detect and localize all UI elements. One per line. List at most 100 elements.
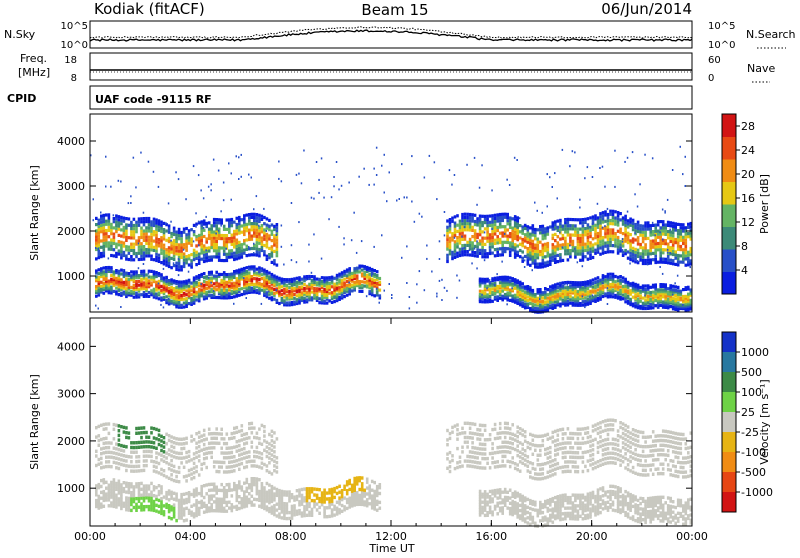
- velocity-cell: [210, 432, 213, 435]
- velocity-cell: [173, 479, 176, 482]
- power-cell: [193, 240, 195, 242]
- power-cell: [574, 249, 577, 252]
- power-cell: [180, 253, 183, 256]
- power-cell: [205, 216, 207, 218]
- power-cell: [143, 251, 146, 254]
- power-cell: [118, 225, 121, 228]
- power-cell: [511, 294, 514, 297]
- velocity-cell: [223, 489, 226, 492]
- power-cell: [243, 217, 246, 220]
- velocity-cell: [180, 502, 183, 505]
- power-cell: [521, 244, 524, 247]
- velocity-cell: [120, 425, 123, 428]
- power-cell: [376, 270, 379, 273]
- power-cell: [268, 219, 271, 222]
- power-cell: [276, 234, 278, 236]
- power-cell: [639, 227, 642, 230]
- power-cell: [504, 233, 506, 235]
- power-cell: [617, 230, 620, 233]
- power-cell: [228, 218, 231, 221]
- power-cell: [253, 213, 256, 216]
- power-cell: [210, 284, 213, 287]
- power-cell: [140, 227, 143, 230]
- power-cell: [594, 295, 597, 298]
- power-cell: [642, 234, 645, 237]
- velocity-cell: [135, 432, 138, 435]
- velocity-cell: [173, 455, 176, 458]
- velocity-cell: [215, 497, 218, 500]
- power-cell: [516, 244, 519, 247]
- power-cell: [155, 253, 158, 256]
- power-cell: [499, 216, 502, 219]
- power-cell: [639, 259, 642, 262]
- velocity-cell: [183, 499, 186, 502]
- power-cell: [98, 256, 101, 259]
- power-cell: [607, 232, 610, 235]
- power-cell: [113, 214, 115, 216]
- power-cell: [436, 293, 438, 295]
- power-cell: [489, 295, 492, 298]
- velocity-cell: [208, 495, 211, 498]
- power-cell: [639, 295, 642, 298]
- power-cell: [532, 269, 534, 271]
- power-cell: [501, 247, 504, 250]
- power-cell: [120, 256, 123, 259]
- power-cell: [158, 260, 161, 263]
- power-cell: [276, 223, 279, 226]
- power-cell: [506, 228, 509, 231]
- power-cell: [569, 295, 572, 298]
- velocity-cell: [185, 492, 188, 495]
- power-cell: [133, 258, 136, 261]
- power-cell: [323, 300, 326, 303]
- power-cell: [582, 255, 585, 258]
- power-cell: [654, 304, 657, 307]
- power-cell: [113, 217, 116, 220]
- power-cell: [642, 284, 645, 287]
- velocity-cell: [165, 491, 168, 494]
- power-cell: [514, 234, 517, 237]
- power-cell: [263, 235, 266, 238]
- velocity-cell: [190, 513, 193, 516]
- velocity-cell: [218, 506, 221, 509]
- power-cell: [552, 284, 555, 287]
- power-cell: [464, 235, 467, 238]
- power-cell: [481, 246, 484, 249]
- power-cell: [516, 238, 519, 241]
- power-cell: [373, 279, 376, 282]
- power-cell: [572, 249, 575, 252]
- power-cell: [301, 285, 304, 288]
- power-cell: [669, 234, 672, 237]
- velocity-cell: [110, 487, 113, 490]
- power-cell: [672, 234, 675, 237]
- power-cell: [489, 252, 492, 255]
- power-cell: [379, 281, 382, 284]
- power-cell: [527, 241, 530, 244]
- velocity-cell: [223, 442, 226, 445]
- velocity-cell: [113, 496, 116, 499]
- power-cell: [271, 261, 274, 264]
- velocity-cell: [130, 482, 133, 485]
- power-cell: [547, 251, 550, 254]
- power-cell: [602, 242, 605, 245]
- velocity-cell: [183, 501, 186, 504]
- power-cell: [639, 246, 642, 249]
- power-cell: [592, 225, 595, 228]
- power-cell: [454, 215, 457, 218]
- power-cell: [547, 264, 550, 267]
- power-cell: [527, 250, 530, 253]
- power-cell: [228, 228, 231, 231]
- power-cell: [509, 220, 512, 223]
- power-cell: [564, 230, 567, 233]
- power-cell: [607, 303, 609, 305]
- power-cell: [105, 186, 107, 188]
- power-cell: [120, 247, 123, 250]
- power-cell: [231, 282, 234, 285]
- power-cell: [138, 288, 141, 291]
- power-cell: [604, 279, 607, 282]
- power-cell: [195, 291, 198, 294]
- power-cell: [634, 251, 637, 254]
- power-cell: [629, 233, 632, 236]
- power-cell: [115, 224, 118, 227]
- velocity-cell: [145, 496, 148, 499]
- velocity-cell: [220, 504, 223, 507]
